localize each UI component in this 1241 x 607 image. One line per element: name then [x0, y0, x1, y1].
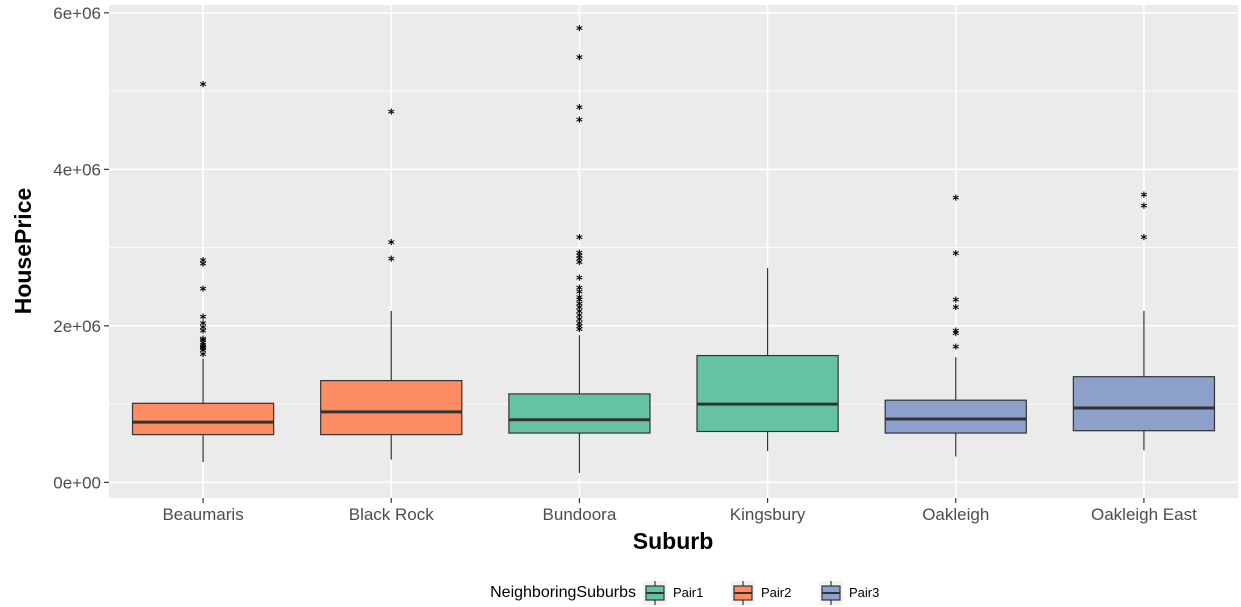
x-tick-label: Bundoora [543, 505, 617, 524]
x-axis-title: Suburb [633, 528, 714, 554]
box-body [320, 380, 463, 436]
outlier-point: * [200, 336, 207, 351]
y-tick-label: 0e+00 [53, 473, 101, 492]
outlier-point: * [388, 238, 395, 253]
outlier-point: * [576, 315, 583, 330]
y-tick-label: 6e+06 [53, 4, 101, 23]
box-bundoora: ********************** [508, 24, 651, 473]
outlier-point: * [952, 303, 959, 318]
outlier-point: * [200, 313, 207, 328]
box-kingsbury [696, 267, 839, 452]
x-tick-label: Black Rock [349, 505, 435, 524]
y-axis-ticks: 0e+00 2e+06 4e+06 6e+06 [53, 4, 109, 492]
outlier-point: * [576, 325, 583, 340]
outlier-point: * [200, 334, 207, 349]
outlier-point: * [200, 284, 207, 299]
outlier-point: * [200, 323, 207, 338]
outlier-point: * [200, 346, 207, 361]
box-body [1072, 376, 1216, 432]
legend-entry-pair3: Pair3 [819, 581, 879, 605]
outlier-point: * [200, 344, 207, 359]
outlier-point: * [576, 299, 583, 314]
outlier-point: * [200, 80, 207, 95]
outlier-point: * [952, 295, 959, 310]
outlier-point: * [200, 327, 207, 342]
legend-title: NeighboringSuburbs [490, 584, 636, 601]
x-axis-ticks: Beaumaris Black Rock Bundoora Kingsbury Oakl… [162, 498, 1197, 524]
x-tick-label: Oakleigh [922, 505, 989, 524]
outlier-point: * [576, 53, 583, 68]
legend: NeighboringSuburbs Pair1 Pair2 Pair3 [490, 581, 879, 605]
outlier-point: * [576, 319, 583, 334]
x-tick-label: Kingsbury [730, 505, 806, 524]
outlier-point: * [576, 252, 583, 267]
outlier-point: * [576, 293, 583, 308]
legend-label: Pair3 [849, 585, 879, 600]
outlier-point: * [952, 194, 959, 209]
outlier-point: * [576, 273, 583, 288]
y-axis-title: HousePrice [10, 188, 36, 315]
outlier-point: * [200, 319, 207, 334]
box-body [696, 354, 839, 433]
y-tick-label: 4e+06 [53, 160, 101, 179]
y-tick-label: 2e+06 [53, 317, 101, 336]
x-tick-label: Oakleigh East [1091, 505, 1197, 524]
outlier-point: * [576, 248, 583, 263]
outlier-point: * [576, 295, 583, 310]
box-oakleigh-east: *** [1072, 191, 1216, 451]
box-oakleigh: ******* [884, 194, 1027, 457]
outlier-point: * [576, 115, 583, 130]
outlier-point: * [200, 341, 207, 356]
outlier-point: * [388, 108, 395, 123]
outlier-point: * [1141, 191, 1148, 206]
outlier-point: * [952, 342, 959, 357]
panel-background [109, 5, 1238, 498]
outlier-point: * [576, 307, 583, 322]
outlier-point: * [576, 255, 583, 270]
outlier-point: * [1141, 201, 1148, 216]
outlier-point: * [576, 311, 583, 326]
outlier-point: * [952, 249, 959, 264]
outlier-point: * [576, 288, 583, 303]
legend-label: Pair2 [761, 585, 791, 600]
x-tick-label: Beaumaris [162, 505, 243, 524]
outlier-point: * [952, 329, 959, 344]
outlier-point: * [576, 24, 583, 39]
outlier-point: * [952, 327, 959, 342]
box-body [508, 393, 651, 434]
boxes: ****************************************… [131, 24, 1216, 473]
legend-entry-pair1: Pair1 [643, 581, 703, 605]
outlier-point: * [576, 303, 583, 318]
box-body [131, 402, 275, 436]
outlier-point: * [576, 233, 583, 248]
outlier-point: * [200, 259, 207, 274]
box-body [884, 399, 1027, 434]
outlier-point: * [576, 284, 583, 299]
outlier-point: * [1141, 233, 1148, 248]
box-black-rock: * * * [320, 108, 463, 460]
outlier-point: * [200, 256, 207, 271]
outlier-point: * [200, 338, 207, 353]
box-beaumaris: **************** [131, 80, 275, 463]
outlier-point: * [576, 322, 583, 337]
legend-entry-pair2: Pair2 [731, 581, 791, 605]
outlier-point: * [388, 255, 395, 270]
outlier-point: * [576, 258, 583, 273]
outlier-point: * [576, 103, 583, 118]
outlier-point: * [200, 342, 207, 357]
legend-label: Pair1 [673, 585, 703, 600]
outlier-point: * [200, 350, 207, 365]
